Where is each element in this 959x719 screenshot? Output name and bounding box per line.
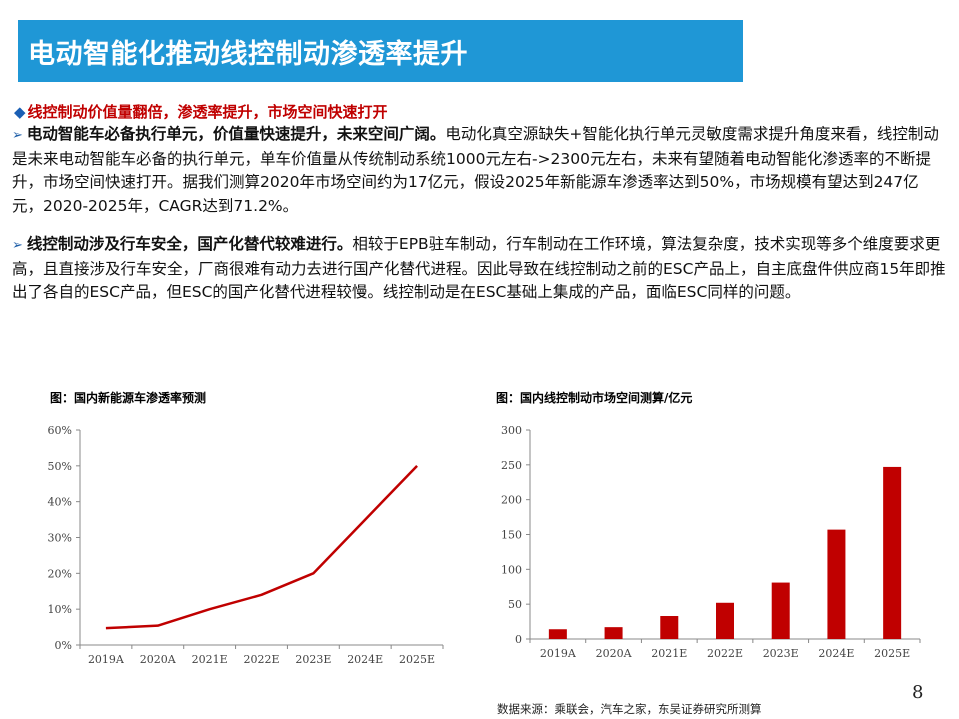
chart-2-title: 图：国内线控制动市场空间测算/亿元 (496, 391, 693, 405)
line-chart-x-tick-label: 2024E (347, 653, 383, 666)
line-chart-y-tick-label: 30% (48, 532, 72, 545)
bullet-1-lead: 电动智能车必备执行单元，价值量快速提升，未来空间广阔。 (26, 125, 446, 143)
bullet-2-body: 相较于EPB驻车制动，行车制动在工作环境，算法复杂度，技术实现等多个维度要求更高… (12, 235, 946, 301)
line-chart-x-tick-label: 2025E (399, 653, 435, 666)
bar-chart-x-tick-label: 2022E (707, 647, 743, 660)
line-chart-y-tick-label: 50% (48, 460, 72, 473)
bar-chart-x-tick-label: 2019A (540, 647, 577, 660)
data-source-note: 数据来源：乘联会，汽车之家，东吴证券研究所测算 (497, 702, 762, 716)
page-number: 8 (912, 682, 924, 703)
bar-chart-y-tick-label: 100 (501, 563, 522, 576)
bullet-paragraph-1: ➢ 电动智能车必备执行单元，价值量快速提升，未来空间广阔。电动化真空源缺失+智能化… (12, 123, 947, 218)
line-chart-x-tick-label: 2021E (192, 653, 228, 666)
chart-1-title: 图：国内新能源车渗透率预测 (50, 391, 207, 405)
market-size-bar (771, 582, 790, 639)
line-chart-y-tick-label: 40% (48, 496, 72, 509)
market-size-bar (660, 616, 679, 639)
market-size-bar (883, 466, 902, 639)
bar-chart-y-tick-label: 50 (508, 598, 522, 611)
bar-chart-y-tick-label: 300 (501, 424, 522, 437)
bar-chart-x-tick-label: 2025E (874, 647, 910, 660)
market-size-bar (604, 627, 623, 639)
market-size-bar (827, 529, 846, 639)
bar-chart-y-tick-label: 200 (501, 494, 522, 507)
bar-chart-x-tick-label: 2020A (596, 647, 633, 660)
line-chart-x-tick-label: 2023E (295, 653, 331, 666)
market-size-bar (548, 629, 567, 639)
bar-chart-y-tick-label: 250 (501, 459, 522, 472)
market-size-bar (716, 602, 734, 639)
diamond-bullet-icon: ◆ (14, 103, 26, 121)
slide-title: 电动智能化推动线控制动渗透率提升 (28, 38, 468, 70)
bar-chart-x-tick-label: 2021E (651, 647, 687, 660)
bullet-2-lead: 线控制动涉及行车安全，国产化替代较难进行。 (26, 235, 353, 253)
line-chart-y-tick-label: 0% (55, 639, 72, 652)
bar-chart-x-tick-label: 2024E (818, 647, 854, 660)
market-size-bar-chart: 0 50 100 150 200 250 300 2019A 2020A 2021E 2022E 20… (501, 424, 921, 660)
slide-subtitle: ◆ 线控制动价值量翻倍，渗透率提升，市场空间快速打开 (14, 101, 388, 122)
bullet-1-body: 电动化真空源缺失+智能化执行单元灵敏度需求提升角度来看，线控制动是未来电动智能车… (12, 125, 939, 215)
line-chart-y-tick-label: 20% (48, 567, 72, 580)
title-bar: 电动智能化推动线控制动渗透率提升 (18, 20, 743, 82)
line-chart-x-tick-label: 2019A (88, 653, 125, 666)
line-chart-y-tick-label: 10% (48, 603, 72, 616)
arrow-bullet-icon: ➢ (12, 238, 23, 253)
penetration-line-chart: 0% 10% 20% 30% 40% 50% 60% 2019A 2020A 2021E 2022E… (48, 424, 444, 666)
subtitle-text: 线控制动价值量翻倍，渗透率提升，市场空间快速打开 (27, 103, 388, 121)
arrow-bullet-icon: ➢ (12, 128, 23, 143)
bar-chart-y-tick-label: 0 (515, 633, 522, 646)
bar-chart-x-tick-label: 2023E (763, 647, 799, 660)
line-chart-x-tick-label: 2022E (243, 653, 279, 666)
line-chart-y-tick-label: 60% (48, 424, 72, 437)
bullet-paragraph-2: ➢ 线控制动涉及行车安全，国产化替代较难进行。相较于EPB驻车制动，行车制动在工作… (12, 233, 947, 305)
line-chart-x-tick-label: 2020A (140, 653, 177, 666)
penetration-series-line (105, 464, 418, 630)
bar-chart-y-tick-label: 150 (501, 529, 522, 542)
